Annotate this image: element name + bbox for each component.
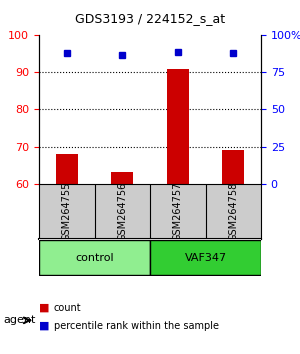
Bar <box>222 150 244 183</box>
Text: GSM264758: GSM264758 <box>228 182 238 241</box>
Text: ■: ■ <box>39 303 50 313</box>
Text: GSM264756: GSM264756 <box>117 182 127 241</box>
Text: GSM264757: GSM264757 <box>173 182 183 241</box>
FancyBboxPatch shape <box>39 240 150 275</box>
Bar <box>167 69 189 183</box>
Text: GSM264755: GSM264755 <box>62 182 72 241</box>
Text: percentile rank within the sample: percentile rank within the sample <box>54 321 219 331</box>
Text: GDS3193 / 224152_s_at: GDS3193 / 224152_s_at <box>75 12 225 25</box>
Text: control: control <box>75 253 114 263</box>
FancyBboxPatch shape <box>150 240 261 275</box>
Text: agent: agent <box>3 315 35 325</box>
Text: VAF347: VAF347 <box>184 253 226 263</box>
Text: count: count <box>54 303 82 313</box>
Bar <box>56 154 78 183</box>
Bar <box>111 172 133 183</box>
Text: ■: ■ <box>39 321 50 331</box>
